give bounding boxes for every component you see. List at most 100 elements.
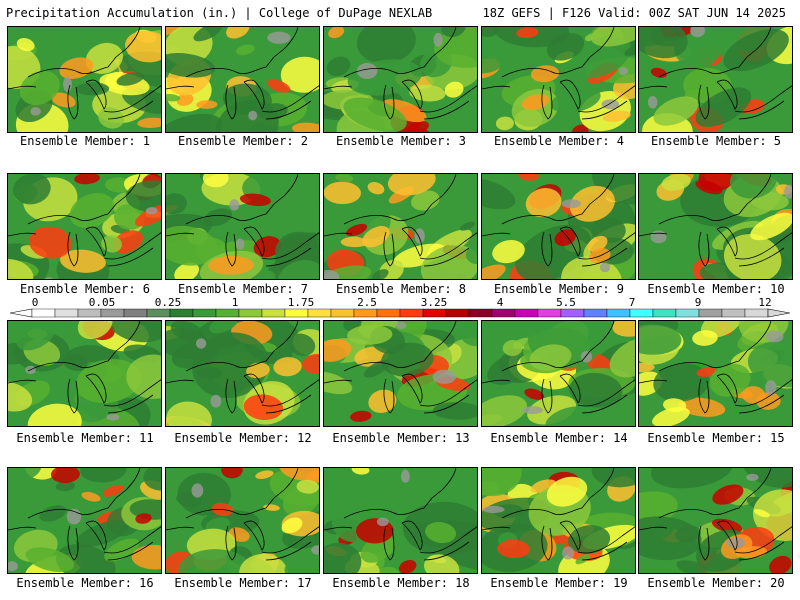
precip-area <box>367 182 385 195</box>
precip-area <box>729 174 777 199</box>
precip-field <box>166 468 319 573</box>
precip-area <box>529 344 572 371</box>
colorbar-swatch <box>146 308 171 318</box>
precip-area <box>368 389 397 413</box>
precip-area <box>432 402 477 420</box>
precip-field <box>482 174 635 279</box>
coastline-outline <box>166 27 319 120</box>
precip-area <box>653 96 699 126</box>
precip-area <box>135 513 152 524</box>
precip-area <box>324 338 352 362</box>
colorbar-tick-label: 0.25 <box>154 296 182 309</box>
precip-field <box>482 27 635 132</box>
precip-area <box>457 468 477 490</box>
precip-area <box>599 262 611 273</box>
precip-area <box>590 27 635 47</box>
precip-area <box>278 260 319 279</box>
precip-area <box>575 554 590 565</box>
precip-area <box>569 185 615 222</box>
run-info: 18Z GEFS | F126 Valid: 00Z SAT JUN 14 20… <box>482 6 786 20</box>
precip-area <box>27 403 82 426</box>
precip-area <box>375 566 399 573</box>
precip-area <box>12 174 51 205</box>
panel-label: Ensemble Member: 10 <box>647 282 785 296</box>
precip-area <box>8 381 33 412</box>
precip-area <box>765 330 784 343</box>
precip-area <box>425 521 457 544</box>
precip-area <box>30 107 41 116</box>
precip-area <box>50 92 76 108</box>
precip-area <box>110 321 161 343</box>
colorbar-swatch <box>238 308 263 318</box>
precip-area <box>60 249 106 273</box>
precip-area <box>518 174 539 181</box>
precip-area <box>210 394 222 408</box>
coastline-outline <box>639 27 792 120</box>
precip-area <box>516 27 539 39</box>
precip-area <box>347 324 393 345</box>
panel-label: Ensemble Member: 11 <box>16 431 154 445</box>
precip-area <box>281 517 303 534</box>
precip-area <box>196 100 218 109</box>
panel-label: Ensemble Member: 14 <box>490 431 628 445</box>
panel-label: Ensemble Member: 7 <box>177 282 309 296</box>
coastline-outline <box>639 468 792 561</box>
coastline-outline <box>482 321 635 414</box>
ensemble-panel <box>481 26 636 133</box>
precip-area <box>145 207 158 215</box>
precip-area <box>482 264 506 279</box>
precip-area <box>243 394 284 420</box>
colorbar-swatch <box>353 308 378 318</box>
precip-area <box>174 262 199 279</box>
precip-area <box>102 484 124 497</box>
precip-area <box>444 81 464 98</box>
precip-area <box>561 199 581 209</box>
precip-area <box>267 79 291 93</box>
ensemble-panel <box>165 467 320 574</box>
precip-area <box>695 87 752 127</box>
ensemble-panel <box>481 467 636 574</box>
precip-area <box>126 354 161 399</box>
ensemble-panel <box>323 173 478 280</box>
precip-field <box>324 174 477 279</box>
precip-area <box>280 56 319 93</box>
precip-area <box>77 321 113 340</box>
colorbar-tick-label: 3.25 <box>420 296 448 309</box>
precip-area <box>176 93 194 106</box>
precip-area <box>398 559 417 573</box>
ensemble-panel <box>481 320 636 427</box>
colorbar-tick-label: 5.5 <box>556 296 576 309</box>
precip-area <box>166 193 187 215</box>
colorbar-swatch <box>284 308 309 318</box>
precip-area <box>356 27 416 64</box>
precip-area <box>345 223 368 237</box>
precip-area <box>411 190 440 211</box>
precip-area <box>275 231 319 269</box>
precip-area <box>591 468 635 488</box>
precip-field <box>166 321 319 426</box>
colorbar-swatch <box>100 308 125 318</box>
precip-area <box>343 97 407 132</box>
precip-area <box>279 468 319 481</box>
precip-area <box>639 371 663 396</box>
precip-field <box>166 27 319 132</box>
precip-area <box>236 44 255 56</box>
precip-area <box>363 359 390 378</box>
coastline-outline <box>482 174 635 267</box>
precip-area <box>522 406 543 415</box>
precip-field <box>324 27 477 132</box>
precip-area <box>125 30 161 63</box>
colorbar-tick-label: 4 <box>496 296 504 309</box>
precip-area <box>459 321 477 347</box>
colorbar-swatch <box>606 308 631 318</box>
colorbar-swatch <box>54 308 79 318</box>
coastline-outline <box>324 174 477 267</box>
precip-area <box>482 468 522 497</box>
panel-label: Ensemble Member: 12 <box>174 431 312 445</box>
colorbar-tick-label: 0.05 <box>88 296 116 309</box>
precip-area <box>191 483 204 498</box>
precip-area <box>482 414 502 426</box>
precip-area <box>235 238 245 250</box>
precip-field <box>324 321 477 426</box>
coastline-outline <box>639 321 792 414</box>
